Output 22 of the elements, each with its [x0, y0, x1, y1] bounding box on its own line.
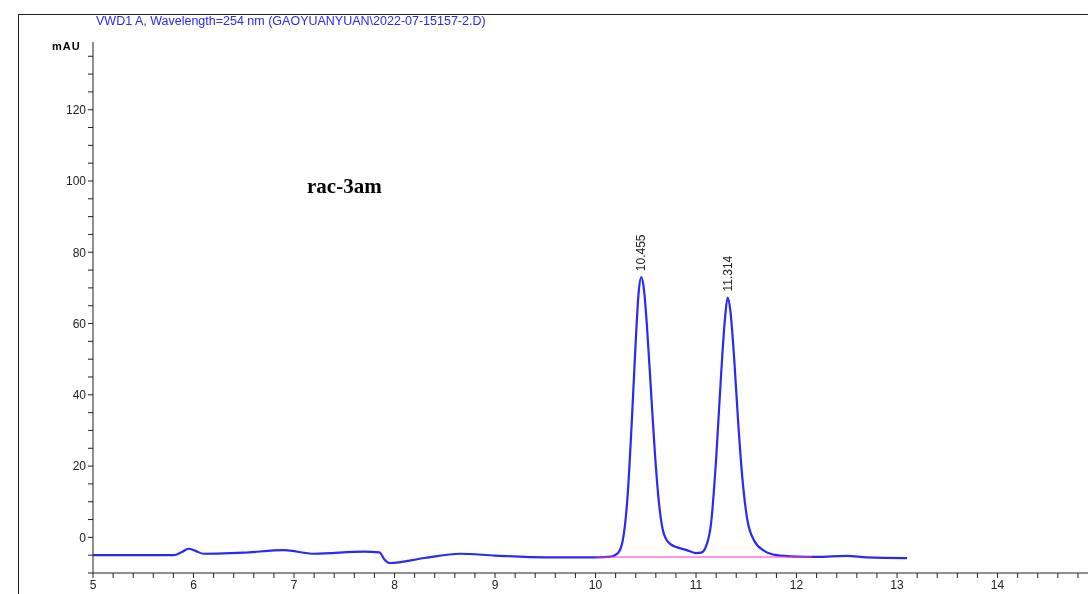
x-tick-label: 7 [290, 577, 298, 592]
x-tick-label: 6 [190, 577, 198, 592]
y-tick-label: 0 [79, 530, 87, 545]
x-tick-label: 10 [588, 577, 603, 592]
x-tick-label: 11 [689, 577, 703, 592]
y-tick-label: 60 [72, 316, 87, 331]
y-axis-title: mAU [52, 40, 81, 52]
chart-title: VWD1 A, Wavelength=254 nm (GAOYUANYUAN\2022-07-15157-2.D) [96, 14, 486, 28]
annotation: rac-3am [307, 174, 382, 199]
x-tick-label: 9 [491, 577, 499, 592]
y-tick-label: 120 [65, 102, 87, 117]
x-tick-label: 8 [391, 577, 399, 592]
y-tick-label: 20 [72, 459, 87, 474]
x-tick-label: 12 [789, 577, 804, 592]
y-tick-label: 80 [72, 245, 87, 260]
x-tick-label: 5 [89, 577, 97, 592]
y-tick-label: 100 [65, 174, 87, 189]
annotation: 11.314 [720, 255, 735, 292]
annotation: 10.455 [634, 234, 649, 272]
x-tick-label: 13 [890, 577, 905, 592]
x-tick-label: 14 [990, 577, 1005, 592]
y-tick-label: 40 [72, 388, 87, 403]
